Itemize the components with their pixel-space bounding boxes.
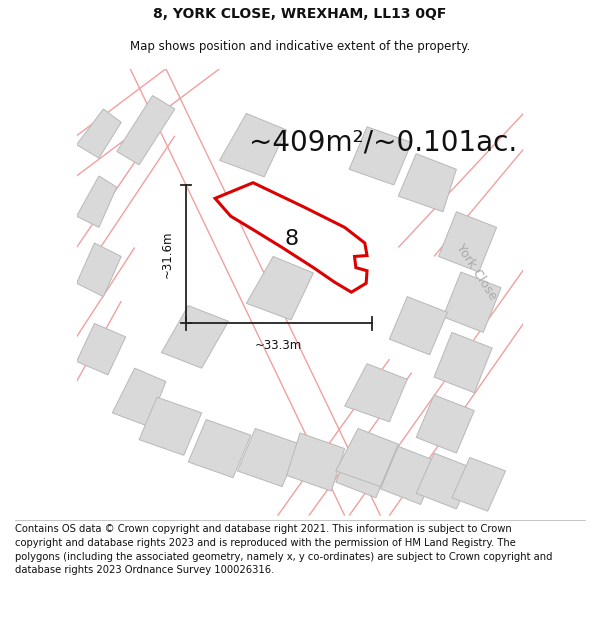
Polygon shape (77, 324, 126, 375)
Polygon shape (443, 272, 501, 332)
Polygon shape (238, 429, 300, 487)
Polygon shape (416, 395, 474, 453)
Polygon shape (287, 433, 344, 491)
Text: Contains OS data © Crown copyright and database right 2021. This information is : Contains OS data © Crown copyright and d… (15, 524, 553, 575)
Polygon shape (349, 127, 412, 185)
Polygon shape (161, 306, 229, 368)
Text: ~409m²/~0.101ac.: ~409m²/~0.101ac. (248, 129, 517, 156)
Polygon shape (336, 429, 398, 487)
Polygon shape (398, 154, 457, 212)
Text: ~31.6m: ~31.6m (161, 231, 173, 278)
Polygon shape (336, 439, 394, 498)
Polygon shape (416, 453, 474, 509)
Text: York Close: York Close (454, 242, 499, 302)
Polygon shape (380, 446, 439, 504)
Text: 8: 8 (284, 229, 298, 249)
Polygon shape (344, 364, 407, 422)
Polygon shape (139, 398, 202, 455)
Polygon shape (247, 256, 313, 320)
Text: ~33.3m: ~33.3m (255, 339, 302, 352)
Polygon shape (77, 109, 121, 158)
Polygon shape (220, 114, 287, 177)
Polygon shape (439, 212, 497, 272)
Polygon shape (77, 243, 121, 297)
Polygon shape (117, 96, 175, 165)
Polygon shape (215, 182, 367, 292)
Polygon shape (112, 368, 166, 426)
Polygon shape (77, 176, 117, 228)
Polygon shape (434, 332, 492, 392)
Text: 8, YORK CLOSE, WREXHAM, LL13 0QF: 8, YORK CLOSE, WREXHAM, LL13 0QF (154, 7, 446, 21)
Text: Map shows position and indicative extent of the property.: Map shows position and indicative extent… (130, 41, 470, 53)
Polygon shape (389, 297, 448, 355)
Polygon shape (188, 419, 251, 478)
Polygon shape (452, 458, 506, 511)
